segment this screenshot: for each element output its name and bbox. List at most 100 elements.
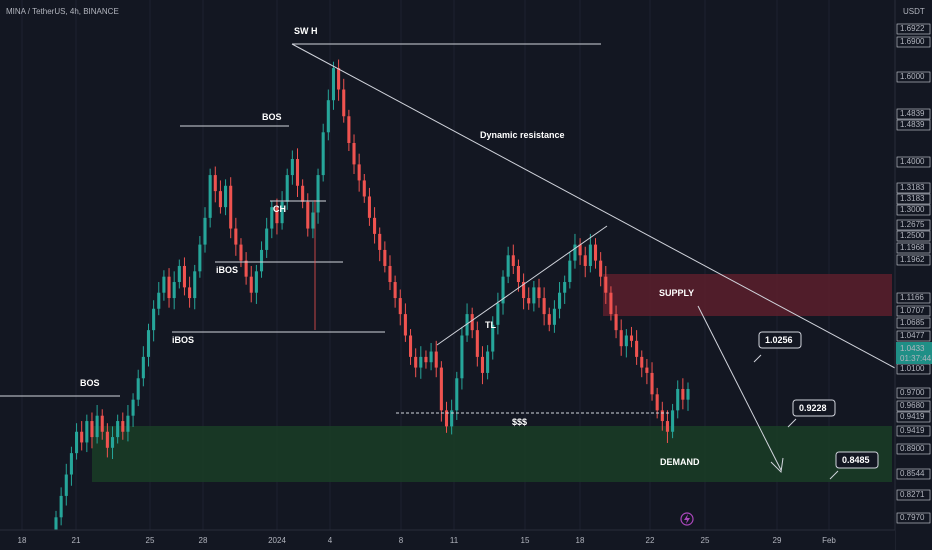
candle-body (655, 394, 659, 411)
supply-zone (603, 274, 892, 316)
candle-body (188, 287, 192, 299)
dynamic-resistance-label: Dynamic resistance (480, 130, 565, 140)
candle-body (316, 175, 320, 213)
y-tick-box (896, 330, 931, 342)
candle-body (676, 388, 680, 411)
y-tick-box (896, 23, 931, 35)
x-tick-label: 4 (328, 536, 333, 545)
candle-body (152, 308, 156, 331)
candle-body (640, 356, 644, 368)
candle-body (378, 233, 382, 250)
target-box-3[interactable]: 0.8485 (835, 451, 879, 469)
x-tick-label: 21 (72, 536, 81, 545)
candle-body (429, 351, 433, 363)
candle-body (69, 453, 73, 475)
candle-body (167, 276, 171, 299)
candle-body (275, 207, 279, 224)
candle-body (619, 330, 623, 347)
candle-body (193, 271, 197, 299)
current-price-text: 1.0433 (900, 344, 925, 353)
candle-body (501, 276, 505, 304)
y-tick-box (896, 156, 931, 168)
y-tick-label: 1.3183 (900, 183, 925, 192)
candle-body (141, 356, 145, 379)
candle-body (59, 495, 63, 518)
price-axis[interactable] (895, 0, 932, 550)
candle-body (470, 314, 474, 331)
candle-body (85, 421, 89, 443)
demand-zone (92, 426, 892, 482)
y-tick-label: 1.1962 (900, 255, 925, 264)
y-tick-label: 1.6900 (900, 37, 925, 46)
candle-body (80, 431, 84, 443)
demand-label: DEMAND (660, 457, 700, 467)
candle-body (414, 356, 418, 368)
candle-body (331, 68, 336, 101)
y-tick-box (896, 425, 931, 437)
candle-body (424, 356, 428, 363)
x-tick-label: 2024 (268, 536, 286, 545)
candle-body (486, 351, 490, 373)
y-tick-label: 1.0100 (900, 364, 925, 373)
bos-top-label: BOS (262, 112, 282, 122)
lightning-icon[interactable] (680, 512, 694, 526)
y-tick-label: 1.3000 (900, 205, 925, 214)
candle-body (244, 260, 248, 277)
y-tick-labels: 1.6922 1.6900 1.6000 1.4839 1.4839 1.4000 1.31… (896, 23, 931, 524)
projection-arrow-line (697, 305, 782, 471)
candles (54, 59, 690, 540)
ibos-lower-label: iBOS (172, 335, 194, 345)
candle-body (157, 292, 161, 309)
candle-body (506, 255, 510, 277)
candle-body (249, 276, 253, 293)
candle-body (177, 265, 181, 283)
x-tick-labels: 18 21 25 28 2024 4 8 11 15 18 22 25 29 Feb (18, 536, 837, 545)
candle-body (259, 249, 264, 272)
y-tick-box (896, 71, 931, 83)
candle-body (645, 367, 649, 373)
target-box-1[interactable]: 1.0256 (758, 331, 802, 349)
candle-body (362, 180, 366, 197)
ch-label: CH (273, 204, 286, 214)
x-tick-label: 29 (773, 536, 782, 545)
tl-line (436, 225, 608, 346)
candle-body (547, 314, 551, 325)
candle-body (455, 378, 459, 411)
candle-body (563, 282, 567, 293)
candle-body (403, 314, 407, 336)
candle-body (229, 185, 233, 229)
y-tick-box (896, 468, 931, 480)
candle-body (326, 100, 330, 133)
y-tick-label: 1.3183 (900, 194, 925, 203)
candle-body (444, 410, 449, 427)
supply-label: SUPPLY (659, 288, 694, 298)
candle-body (182, 265, 186, 288)
x-tick-label: 25 (146, 536, 155, 545)
candle-body (398, 298, 402, 315)
x-tick-label: 25 (701, 536, 710, 545)
x-tick-label: 18 (18, 536, 27, 545)
y-tick-label: 0.9680 (900, 401, 925, 410)
candle-body (342, 89, 346, 117)
candle-body (578, 244, 582, 256)
current-price-badge: 1.0433 01:37:44 (896, 342, 932, 364)
candle-body (383, 249, 387, 266)
candle-body (311, 212, 315, 229)
candle-body (516, 265, 520, 283)
candle-body (90, 421, 94, 438)
candle-body (95, 415, 99, 438)
ibos-upper-label: iBOS (216, 265, 238, 275)
candle-body (357, 164, 361, 181)
candle-body (208, 175, 212, 218)
candle-body (100, 415, 104, 432)
candle-body (522, 282, 526, 299)
time-axis[interactable] (0, 530, 895, 550)
candle-body (213, 175, 217, 192)
target-box-2[interactable]: 0.9228 (792, 399, 836, 417)
countdown-text: 01:37:44 (900, 354, 932, 363)
candle-body (439, 367, 443, 411)
tl-label: TL (485, 320, 496, 330)
y-tick-label: 1.6922 (900, 24, 925, 33)
candle-body (537, 287, 541, 299)
